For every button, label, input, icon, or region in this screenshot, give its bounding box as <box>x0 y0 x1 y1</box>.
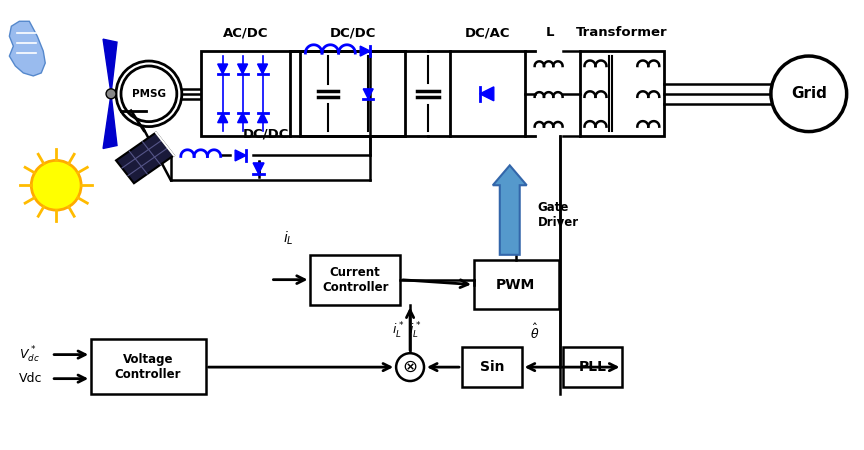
Bar <box>91 339 206 394</box>
Polygon shape <box>480 87 494 101</box>
Bar <box>301 51 405 135</box>
Polygon shape <box>103 94 117 148</box>
Circle shape <box>396 353 424 381</box>
Text: Vdc: Vdc <box>19 372 43 385</box>
Bar <box>450 51 524 135</box>
Circle shape <box>771 56 847 131</box>
Bar <box>562 347 622 387</box>
Text: $i_L^*$: $i_L^*$ <box>392 321 404 341</box>
Circle shape <box>31 160 81 210</box>
Text: DC/DC: DC/DC <box>242 127 289 140</box>
Text: Grid: Grid <box>791 86 827 101</box>
Polygon shape <box>257 112 268 123</box>
FancyArrow shape <box>492 165 527 255</box>
Text: Current
Controller: Current Controller <box>322 266 389 294</box>
Polygon shape <box>218 112 227 123</box>
Circle shape <box>106 89 116 99</box>
Text: Voltage
Controller: Voltage Controller <box>115 353 181 381</box>
Bar <box>473 260 559 310</box>
Polygon shape <box>360 46 370 56</box>
Circle shape <box>121 66 177 122</box>
Polygon shape <box>10 21 45 76</box>
Text: DC/AC: DC/AC <box>465 26 510 39</box>
Polygon shape <box>238 64 248 74</box>
Polygon shape <box>111 88 153 100</box>
Text: DC/DC: DC/DC <box>329 26 376 39</box>
Polygon shape <box>218 64 227 74</box>
Text: PLL: PLL <box>579 360 607 374</box>
Text: L: L <box>545 26 554 39</box>
Polygon shape <box>103 39 117 94</box>
Polygon shape <box>116 133 174 183</box>
Text: Transformer: Transformer <box>576 26 668 39</box>
Polygon shape <box>253 163 264 174</box>
Bar <box>310 255 400 305</box>
Bar <box>200 51 290 135</box>
Text: Sin: Sin <box>480 360 504 374</box>
Text: PWM: PWM <box>496 278 536 292</box>
Polygon shape <box>235 150 246 161</box>
Circle shape <box>116 61 181 126</box>
Bar <box>462 347 522 387</box>
Text: AC/DC: AC/DC <box>223 26 269 39</box>
Text: $\hat{\theta}$: $\hat{\theta}$ <box>530 323 539 342</box>
Polygon shape <box>238 112 248 123</box>
Text: $V_{dc}^*$: $V_{dc}^*$ <box>19 344 40 365</box>
Text: $i_L$: $i_L$ <box>283 230 294 247</box>
Bar <box>580 51 664 135</box>
Text: Gate
Driver: Gate Driver <box>537 201 579 229</box>
Text: $i_L^*$: $i_L^*$ <box>409 321 422 341</box>
Text: PMSG: PMSG <box>132 89 166 99</box>
Text: ⊗: ⊗ <box>403 358 417 376</box>
Polygon shape <box>257 64 268 74</box>
Polygon shape <box>363 89 373 99</box>
